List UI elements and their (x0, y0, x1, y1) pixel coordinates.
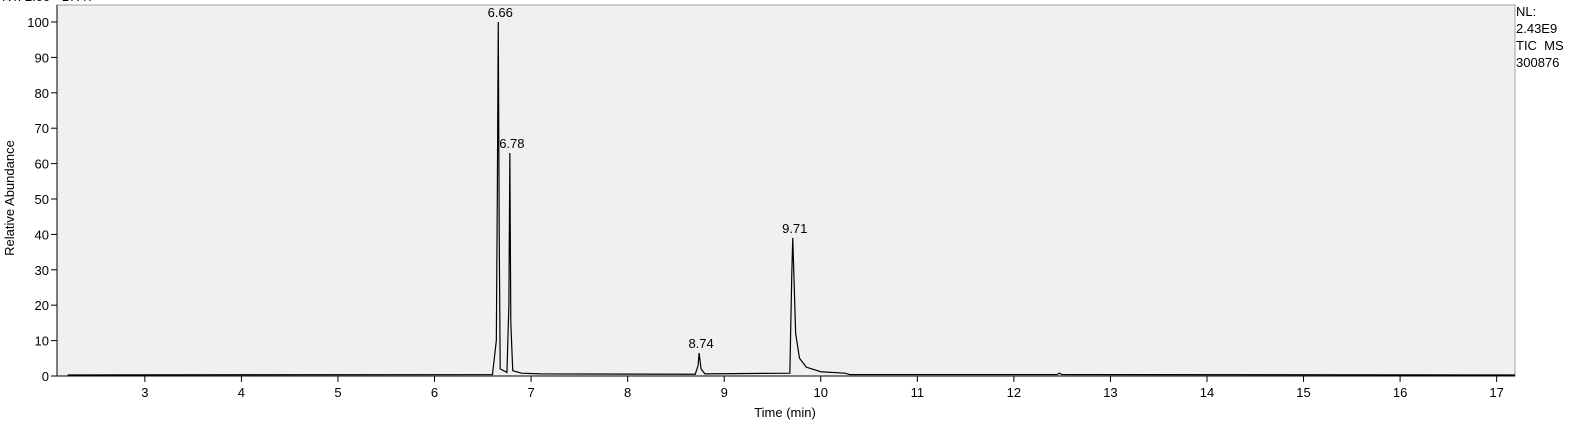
x-tick-label: 5 (334, 385, 341, 400)
x-axis-label: Time (min) (754, 405, 816, 420)
y-tick-label: 30 (35, 263, 49, 278)
x-tick-label: 7 (527, 385, 534, 400)
x-tick-label: 9 (721, 385, 728, 400)
x-tick-label: 6 (431, 385, 438, 400)
y-tick-label: 90 (35, 50, 49, 65)
info-text: 2.43E9 (1516, 21, 1557, 36)
x-tick-label: 16 (1393, 385, 1407, 400)
info-text: TIC MS (1516, 38, 1564, 53)
x-tick-label: 17 (1489, 385, 1503, 400)
chromatogram-line (67, 21, 1516, 376)
subtitle: RT: 2.00 - 17.47 (2, 0, 94, 4)
x-tick-label: 10 (814, 385, 828, 400)
info-text: NL: (1516, 4, 1536, 19)
y-tick-label: 0 (42, 369, 49, 384)
y-tick-label: 70 (35, 121, 49, 136)
x-tick-label: 4 (238, 385, 245, 400)
y-tick-label: 50 (35, 192, 49, 207)
peak-label: 6.78 (499, 136, 524, 151)
x-tick-label: 14 (1200, 385, 1214, 400)
y-axis-label: Relative Abundance (2, 140, 17, 256)
y-tick-label: 100 (27, 15, 49, 30)
x-tick-label: 13 (1103, 385, 1117, 400)
y-tick-label: 40 (35, 227, 49, 242)
plot-area (56, 4, 1516, 377)
y-tick-label: 10 (35, 334, 49, 349)
x-tick-label: 8 (624, 385, 631, 400)
y-tick-label: 60 (35, 157, 49, 172)
x-tick-label: 11 (911, 385, 925, 400)
peak-label: 6.66 (488, 5, 513, 20)
peak-label: 9.71 (782, 221, 807, 236)
y-tick-label: 80 (35, 86, 49, 101)
info-text: 300876 (1516, 55, 1559, 70)
x-tick-label: 3 (141, 385, 148, 400)
peak-label: 8.74 (688, 336, 713, 351)
x-tick-label: 12 (1007, 385, 1021, 400)
x-tick-label: 15 (1296, 385, 1310, 400)
y-tick-label: 20 (35, 298, 49, 313)
